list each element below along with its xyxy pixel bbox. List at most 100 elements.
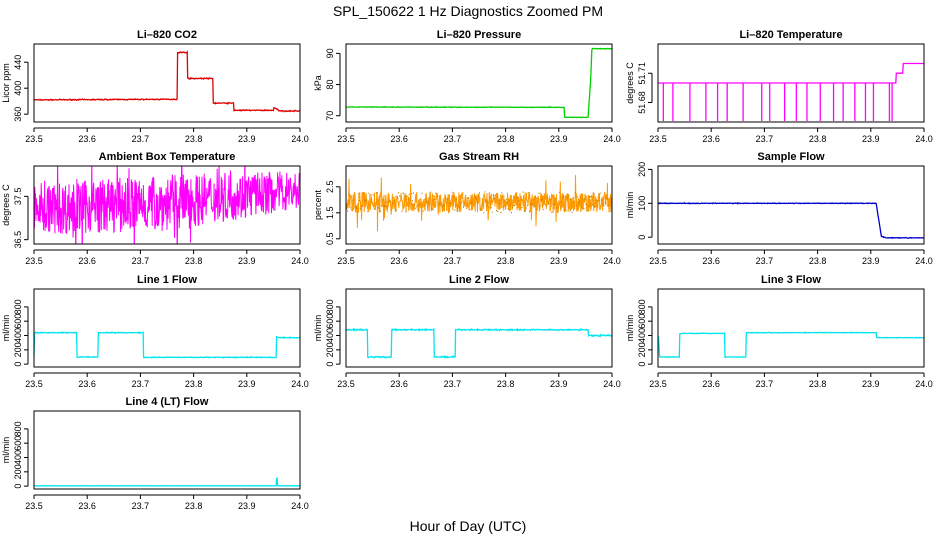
- data-layer: [34, 331, 300, 359]
- plot-frame: [657, 43, 925, 123]
- plot-frame: [33, 43, 301, 123]
- panel-title: Gas Stream RH: [439, 151, 519, 163]
- series-line: [658, 62, 924, 84]
- x-tick-label: 23.6: [390, 256, 408, 266]
- x-tick-label: 24.0: [291, 379, 309, 389]
- y-tick-label: 200: [637, 342, 647, 357]
- x-tick-label: 24.0: [915, 256, 933, 266]
- x-tick-label: 23.9: [550, 379, 568, 389]
- x-tick-label: 23.5: [649, 256, 667, 266]
- panels-group: Li–820 CO2 Licor ppm 23.5 23.6 23.7 23.8 23.9 2…: [1, 29, 933, 511]
- panel-title: Li–820 Temperature: [739, 29, 842, 41]
- x-tick-label: 24.0: [915, 379, 933, 389]
- x-tick-label: 23.8: [809, 379, 827, 389]
- panel-y-axis-label: kPa: [313, 75, 323, 91]
- x-tick-label: 23.9: [238, 501, 256, 511]
- x-tick-label: 23.5: [649, 379, 667, 389]
- y-tick-label: 0: [325, 362, 335, 367]
- y-tick-label: 400: [637, 328, 647, 343]
- x-tick-label: 23.9: [862, 256, 880, 266]
- series-line: [658, 331, 924, 359]
- y-tick-label: 800: [13, 421, 23, 436]
- panel-title: Line 1 Flow: [137, 274, 197, 286]
- plot-frame: [345, 288, 613, 368]
- data-layer: [658, 331, 924, 359]
- panel-title: Ambient Box Temperature: [99, 151, 236, 163]
- x-tick-label: 24.0: [603, 379, 621, 389]
- panel-4: Ambient Box Temperature degrees C 23.5 23.6…: [1, 151, 309, 266]
- panel-y-axis-label: ml/min: [1, 315, 11, 342]
- x-tick-label: 23.6: [702, 134, 720, 144]
- x-tick-label: 23.7: [444, 134, 462, 144]
- y-tick-label: 36.5: [13, 231, 23, 249]
- x-tick-label: 23.8: [497, 134, 515, 144]
- y-tick-label: 360: [13, 107, 23, 122]
- x-tick-label: 23.7: [132, 134, 150, 144]
- x-tick-label: 24.0: [291, 501, 309, 511]
- panel-3: Li–820 Temperature degrees C 23.5 23.6 23.7 2…: [625, 29, 933, 144]
- y-tick-label: 0: [637, 362, 647, 367]
- x-tick-label: 23.7: [132, 501, 150, 511]
- series-line: [658, 201, 924, 240]
- x-tick-label: 23.8: [185, 256, 203, 266]
- x-tick-label: 24.0: [291, 256, 309, 266]
- x-tick-label: 23.9: [238, 379, 256, 389]
- panel-title: Li–820 CO2: [137, 29, 197, 41]
- series-line: [346, 47, 612, 119]
- y-tick-label: 0: [13, 484, 23, 489]
- x-tick-label: 23.9: [238, 256, 256, 266]
- y-tick-label: 70: [325, 111, 335, 121]
- y-tick-label: 440: [13, 55, 23, 70]
- data-layer: [34, 477, 300, 487]
- x-tick-label: 23.9: [862, 379, 880, 389]
- panel-7: Line 1 Flow ml/min 23.5 23.6 23.7 23.8 23.9 24.…: [1, 274, 309, 389]
- x-tick-label: 23.6: [702, 379, 720, 389]
- plot-frame: [33, 165, 301, 245]
- y-tick-label: 90: [325, 48, 335, 58]
- panel-title: Line 2 Flow: [449, 274, 509, 286]
- x-tick-label: 23.7: [756, 256, 774, 266]
- x-tick-label: 23.5: [25, 134, 43, 144]
- y-tick-label: 100: [637, 196, 647, 211]
- y-tick-label: 0.5: [325, 233, 335, 246]
- x-tick-label: 23.6: [390, 134, 408, 144]
- plot-frame: [657, 288, 925, 368]
- x-tick-label: 23.6: [390, 379, 408, 389]
- y-tick-label: 600: [13, 436, 23, 451]
- x-tick-label: 23.6: [78, 256, 96, 266]
- x-tick-label: 23.8: [185, 501, 203, 511]
- panel-y-axis-label: Licor ppm: [1, 63, 11, 103]
- x-tick-label: 24.0: [603, 256, 621, 266]
- figure-title: SPL_150622 1 Hz Diagnostics Zoomed PM: [333, 3, 603, 19]
- data-layer: [34, 166, 300, 244]
- y-tick-label: 80: [325, 80, 335, 90]
- panel-2: Li–820 Pressure kPa 23.5 23.6 23.7 23.8 23.9 24…: [313, 29, 621, 144]
- panel-y-axis-label: ml/min: [1, 437, 11, 464]
- panel-y-axis-label: degrees C: [625, 62, 635, 104]
- panel-title: Line 3 Flow: [761, 274, 821, 286]
- y-tick-label: 600: [325, 314, 335, 329]
- y-tick-label: 400: [13, 328, 23, 343]
- panel-y-axis-label: ml/min: [625, 315, 635, 342]
- x-tick-label: 24.0: [603, 134, 621, 144]
- x-tick-label: 23.5: [25, 256, 43, 266]
- series-line: [34, 49, 300, 113]
- x-tick-label: 23.9: [550, 134, 568, 144]
- x-tick-label: 23.7: [132, 256, 150, 266]
- y-tick-label: 200: [637, 162, 647, 177]
- data-layer: [346, 327, 612, 359]
- plot-frame: [33, 410, 301, 490]
- x-tick-label: 23.8: [809, 134, 827, 144]
- panel-10: Line 4 (LT) Flow ml/min 23.5 23.6 23.7 23.8 23…: [1, 396, 309, 511]
- series-line: [34, 166, 300, 244]
- x-tick-label: 23.8: [185, 134, 203, 144]
- y-tick-label: 400: [325, 328, 335, 343]
- panel-title: Li–820 Pressure: [437, 29, 521, 41]
- x-tick-label: 23.7: [444, 379, 462, 389]
- x-tick-label: 24.0: [915, 134, 933, 144]
- panel-y-axis-label: ml/min: [625, 192, 635, 219]
- x-tick-label: 23.6: [78, 501, 96, 511]
- y-tick-label: 0: [637, 235, 647, 240]
- y-tick-label: 51.71: [637, 62, 647, 85]
